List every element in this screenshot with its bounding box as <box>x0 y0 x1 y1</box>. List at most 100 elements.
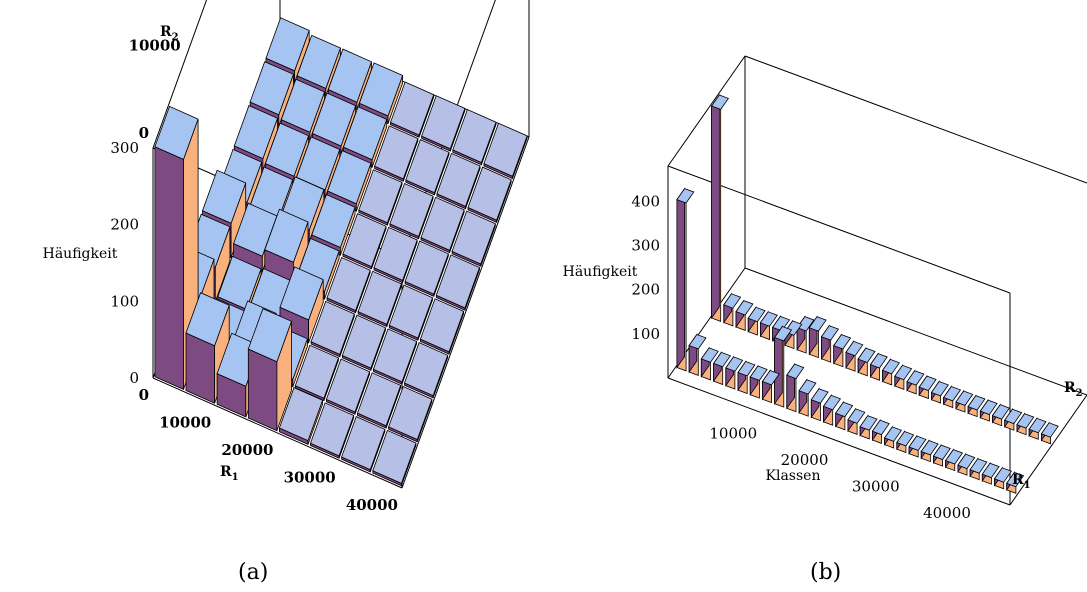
bar-b-R1-20 <box>920 439 939 463</box>
bar-top-face <box>773 326 793 342</box>
bar-top-face <box>201 169 247 224</box>
bar-a-3-0 <box>247 308 293 432</box>
x-tick-label: 20000 <box>221 441 273 459</box>
bar-top-face <box>374 125 419 180</box>
bar-top-face <box>389 81 435 136</box>
bar-a-4-4 <box>342 213 387 270</box>
x-axis-label: R1 <box>220 464 239 483</box>
z-tick-label: 0 <box>129 369 139 387</box>
bar-top-face <box>403 342 449 397</box>
bar-top-face <box>420 196 465 251</box>
bar-top-face <box>388 385 433 441</box>
bar-top-face <box>452 108 497 164</box>
labels-a: 0100200300010000200003000040000010000200… <box>43 24 398 514</box>
caption-a: (a) <box>238 560 269 585</box>
bar-a-2-6 <box>311 92 357 155</box>
bar-top-face <box>185 292 230 347</box>
chart-a: 0100200300010000200003000040000010000200… <box>43 0 530 514</box>
bar-top-face <box>955 390 974 406</box>
bar-b-R2-12 <box>857 346 876 377</box>
bar-b-R2-23 <box>991 403 1011 427</box>
bar-top-face <box>993 467 1013 483</box>
bar-top-face <box>957 453 976 470</box>
y-axis-label-sub: 2 <box>172 32 179 43</box>
x-tick-label: 20000 <box>781 451 829 469</box>
bar-a-6-4 <box>404 240 449 298</box>
bar-b-R1-26 <box>993 466 1013 490</box>
bar-front-face <box>247 348 278 432</box>
bar-top-face <box>357 270 402 325</box>
bar-top-face <box>1016 413 1035 429</box>
bar-top-face <box>932 444 951 460</box>
bar-b-R2-1 <box>723 292 742 327</box>
bar-top-face <box>906 370 925 386</box>
bar-top-face <box>881 358 901 375</box>
z-tick-label: 400 <box>631 192 660 210</box>
bar-top-face <box>247 308 293 363</box>
bar-a-5-7 <box>421 95 466 152</box>
bar-top-face <box>747 306 766 323</box>
bar-top-face <box>264 122 310 177</box>
bar-top-face <box>700 347 719 363</box>
bar-top-face <box>883 426 903 442</box>
bar-top-face <box>419 298 465 353</box>
bar-a-6-6 <box>436 152 481 210</box>
x-axis-label-sub: 1 <box>232 472 239 483</box>
bar-b-R2-11 <box>845 340 864 372</box>
bar-top-face <box>294 344 340 399</box>
bar-top-face <box>264 208 309 263</box>
bar-a-4-0 <box>278 387 324 446</box>
bar-b-R1-27 <box>1006 471 1025 494</box>
bar-b-R1-9 <box>786 362 805 413</box>
bar-top-face <box>278 387 324 442</box>
bar-b-R2-3 <box>747 306 766 336</box>
bar-b-R2-14 <box>881 358 901 386</box>
bar-b-R2-16 <box>906 369 925 395</box>
bar-b-R1-8 <box>773 325 793 408</box>
bar-top-face <box>847 408 866 424</box>
bar-top-face <box>737 361 756 377</box>
bar-b-R2-17 <box>918 374 937 400</box>
bar-a-1-0 <box>185 292 230 404</box>
bar-top-face <box>279 266 324 321</box>
bar-top-face <box>1040 422 1059 438</box>
bar-top-face <box>421 95 466 150</box>
panel-b: 100 200 300 400 10000 20000 30000 40000 Häufigke… <box>540 0 1087 592</box>
bar-a-7-5 <box>451 210 496 267</box>
bar-b-R2-13 <box>869 352 888 381</box>
bar-a-7-4 <box>435 254 481 311</box>
bar-b-R2-21 <box>967 394 986 418</box>
bar-a-1-6 <box>280 78 326 141</box>
bar-b-R1-24 <box>969 457 988 481</box>
bar-top-face <box>280 78 326 133</box>
bar-top-face <box>761 370 780 386</box>
bar-top-face <box>389 182 434 238</box>
bar-b-R1-7 <box>761 369 780 404</box>
bar-b-R2-22 <box>979 398 998 422</box>
bar-b-R2-8 <box>808 315 827 359</box>
series-label-r2: R2 <box>1064 380 1083 399</box>
bar-top-face <box>341 314 387 369</box>
bar-top-face <box>759 311 778 327</box>
bar-top-face <box>725 356 744 372</box>
bar-b-R1-3 <box>712 351 732 386</box>
bar-top-face <box>233 105 279 160</box>
bar-b-R1-18 <box>896 430 915 454</box>
bar-a-4-2 <box>310 300 355 358</box>
bar-top-face <box>217 255 262 310</box>
bar-top-face <box>908 435 927 451</box>
bar-top-face <box>467 166 512 221</box>
bar-top-face <box>404 240 449 295</box>
bar-b-R1-19 <box>908 434 927 458</box>
bar-top-face <box>845 340 864 357</box>
z-tick-label: 300 <box>631 237 660 255</box>
bar-a-4-7 <box>389 81 435 138</box>
bar-b-R1-23 <box>957 452 976 476</box>
bar-b-R1-17 <box>883 425 903 449</box>
bar-front-face <box>154 146 184 391</box>
bar-a-6-0 <box>341 416 386 473</box>
bar-top-face <box>296 34 341 89</box>
bar-a-7-6 <box>467 166 512 224</box>
bar-top-face <box>327 150 372 205</box>
plot-area-a <box>152 0 530 489</box>
